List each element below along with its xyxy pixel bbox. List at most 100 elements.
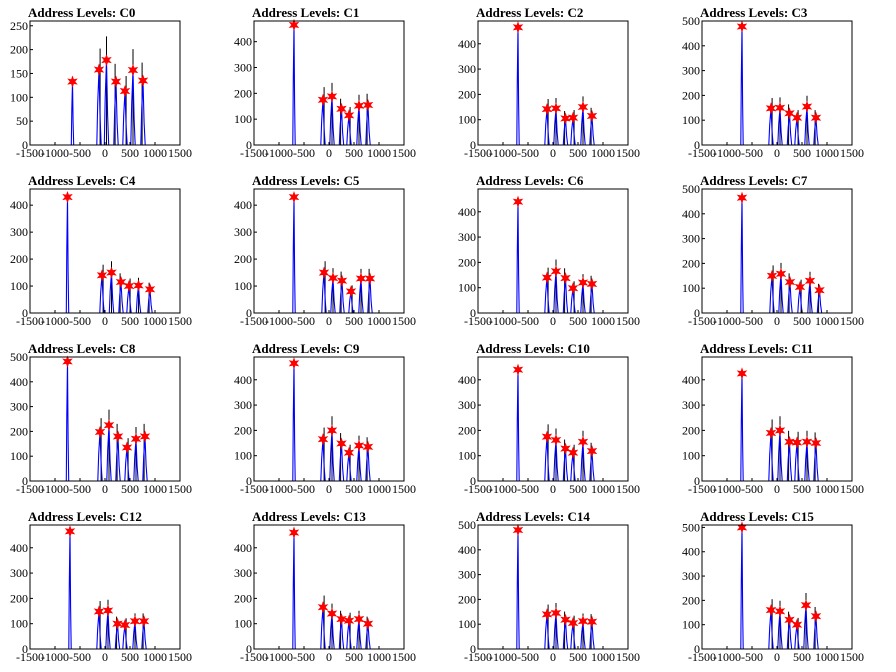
peak-marker [567, 282, 579, 295]
peak-marker [784, 275, 796, 289]
peak-marker [288, 526, 300, 539]
peak-marker [94, 425, 106, 438]
y-tick-label: 300 [234, 225, 252, 239]
y-tick-label: 300 [234, 398, 252, 412]
peak-marker [317, 93, 329, 106]
x-tick-label: 1000 [591, 650, 615, 664]
peak-marker [336, 274, 348, 287]
y-tick-label: 0 [22, 138, 28, 152]
blue-trace [702, 26, 852, 146]
peak-marker [567, 111, 579, 124]
x-tick-label: 500 [569, 482, 587, 496]
x-tick-label: -500 [517, 650, 539, 664]
x-tick-label: 0 [102, 146, 108, 160]
peak-marker [137, 74, 149, 87]
peak-marker [791, 111, 803, 124]
y-tick-label: 0 [694, 642, 700, 656]
peak-marker [119, 618, 131, 632]
y-tick-label: 300 [234, 61, 252, 75]
x-tick-label: 1500 [840, 482, 864, 496]
x-tick-label: 1500 [168, 314, 192, 328]
x-tick-label: 0 [774, 314, 780, 328]
x-tick-label: -1500 [240, 650, 268, 664]
blue-trace [30, 197, 180, 314]
peak-marker [774, 101, 786, 114]
plot-frame [253, 20, 405, 146]
peak-marker [288, 357, 300, 370]
x-tick-label: 500 [569, 650, 587, 664]
peak-marker [62, 355, 73, 368]
peak-marker [288, 18, 300, 32]
y-tick-label: 100 [234, 617, 252, 631]
peak-marker [96, 269, 108, 282]
y-tick-label: 100 [234, 279, 252, 293]
y-tick-label: 300 [682, 232, 700, 246]
panel-c0: Address Levels: C0 0 50 100 150 200 250 -1500-1… [10, 5, 192, 160]
x-tick-label: -500 [741, 482, 763, 496]
peak-marker [93, 63, 105, 76]
peak-marker [317, 601, 329, 614]
panel-title: Address Levels: C12 [28, 509, 142, 524]
x-tick-label: 1000 [591, 482, 615, 496]
peak-marker [362, 440, 374, 453]
peak-marker [550, 102, 562, 115]
x-tick-label: -500 [69, 314, 91, 328]
x-tick-label: 1000 [815, 482, 839, 496]
peak-marker [130, 432, 142, 445]
peak-marker [327, 271, 339, 285]
y-tick-label: 200 [458, 592, 476, 606]
x-tick-label: 1000 [143, 146, 167, 160]
peak-marker [112, 617, 123, 630]
y-tick-label: 400 [682, 545, 700, 559]
y-tick-label: 100 [458, 617, 476, 631]
x-tick-label: -1500 [240, 482, 268, 496]
x-tick-label: 500 [121, 314, 139, 328]
panel-c5: Address Levels: C5 0 100 200 300 400 -1500-100… [234, 173, 416, 328]
x-tick-label: 500 [345, 482, 363, 496]
x-tick-label: 1000 [143, 314, 167, 328]
x-tick-label: 1500 [168, 146, 192, 160]
x-tick-label: -500 [293, 650, 315, 664]
panel-title: Address Levels: C2 [476, 5, 583, 20]
x-tick-label: 0 [102, 314, 108, 328]
x-tick-label: -1500 [16, 650, 44, 664]
peak-marker [64, 525, 76, 538]
peak-marker [353, 439, 365, 452]
peak-marker [784, 107, 795, 120]
blue-trace [30, 60, 180, 146]
y-tick-label: 100 [10, 279, 28, 293]
x-tick-label: 500 [345, 146, 363, 160]
x-tick-label: -500 [517, 146, 539, 160]
x-tick-label: -1000 [713, 314, 741, 328]
peak-marker [577, 276, 589, 289]
peak-marker [560, 613, 571, 626]
x-tick-label: 500 [569, 146, 587, 160]
panel-c4: Address Levels: C4 0 100 200 300 400 -1500-100… [10, 173, 192, 328]
x-tick-label: 0 [326, 482, 332, 496]
peak-marker [560, 112, 571, 125]
y-tick-label: 400 [682, 373, 700, 387]
x-tick-label: 500 [121, 146, 139, 160]
blue-trace [478, 27, 628, 146]
x-tick-label: -1000 [265, 146, 293, 160]
panel-c10: Address Levels: C10 0 100 200 300 400 -1500-10… [458, 341, 640, 496]
panel-title: Address Levels: C13 [252, 509, 366, 524]
peak-marker [804, 274, 816, 287]
blue-trace [254, 532, 404, 650]
x-tick-label: 1500 [616, 146, 640, 160]
peak-marker [550, 606, 562, 620]
x-tick-label: 1000 [367, 314, 391, 328]
peak-marker [345, 285, 357, 298]
peak-marker [288, 190, 300, 204]
panel-c9: Address Levels: C9 0 100 200 300 400 -1500-100… [234, 341, 416, 496]
y-tick-label: 0 [694, 138, 700, 152]
x-tick-label: -1000 [713, 146, 741, 160]
x-tick-label: -1500 [16, 146, 44, 160]
x-tick-label: 1000 [815, 650, 839, 664]
y-tick-label: 500 [458, 518, 476, 532]
plot-frame [253, 524, 405, 650]
y-tick-label: 100 [682, 449, 700, 463]
y-tick-label: 200 [234, 591, 252, 605]
x-tick-label: 0 [550, 146, 556, 160]
peak-marker [106, 266, 117, 279]
